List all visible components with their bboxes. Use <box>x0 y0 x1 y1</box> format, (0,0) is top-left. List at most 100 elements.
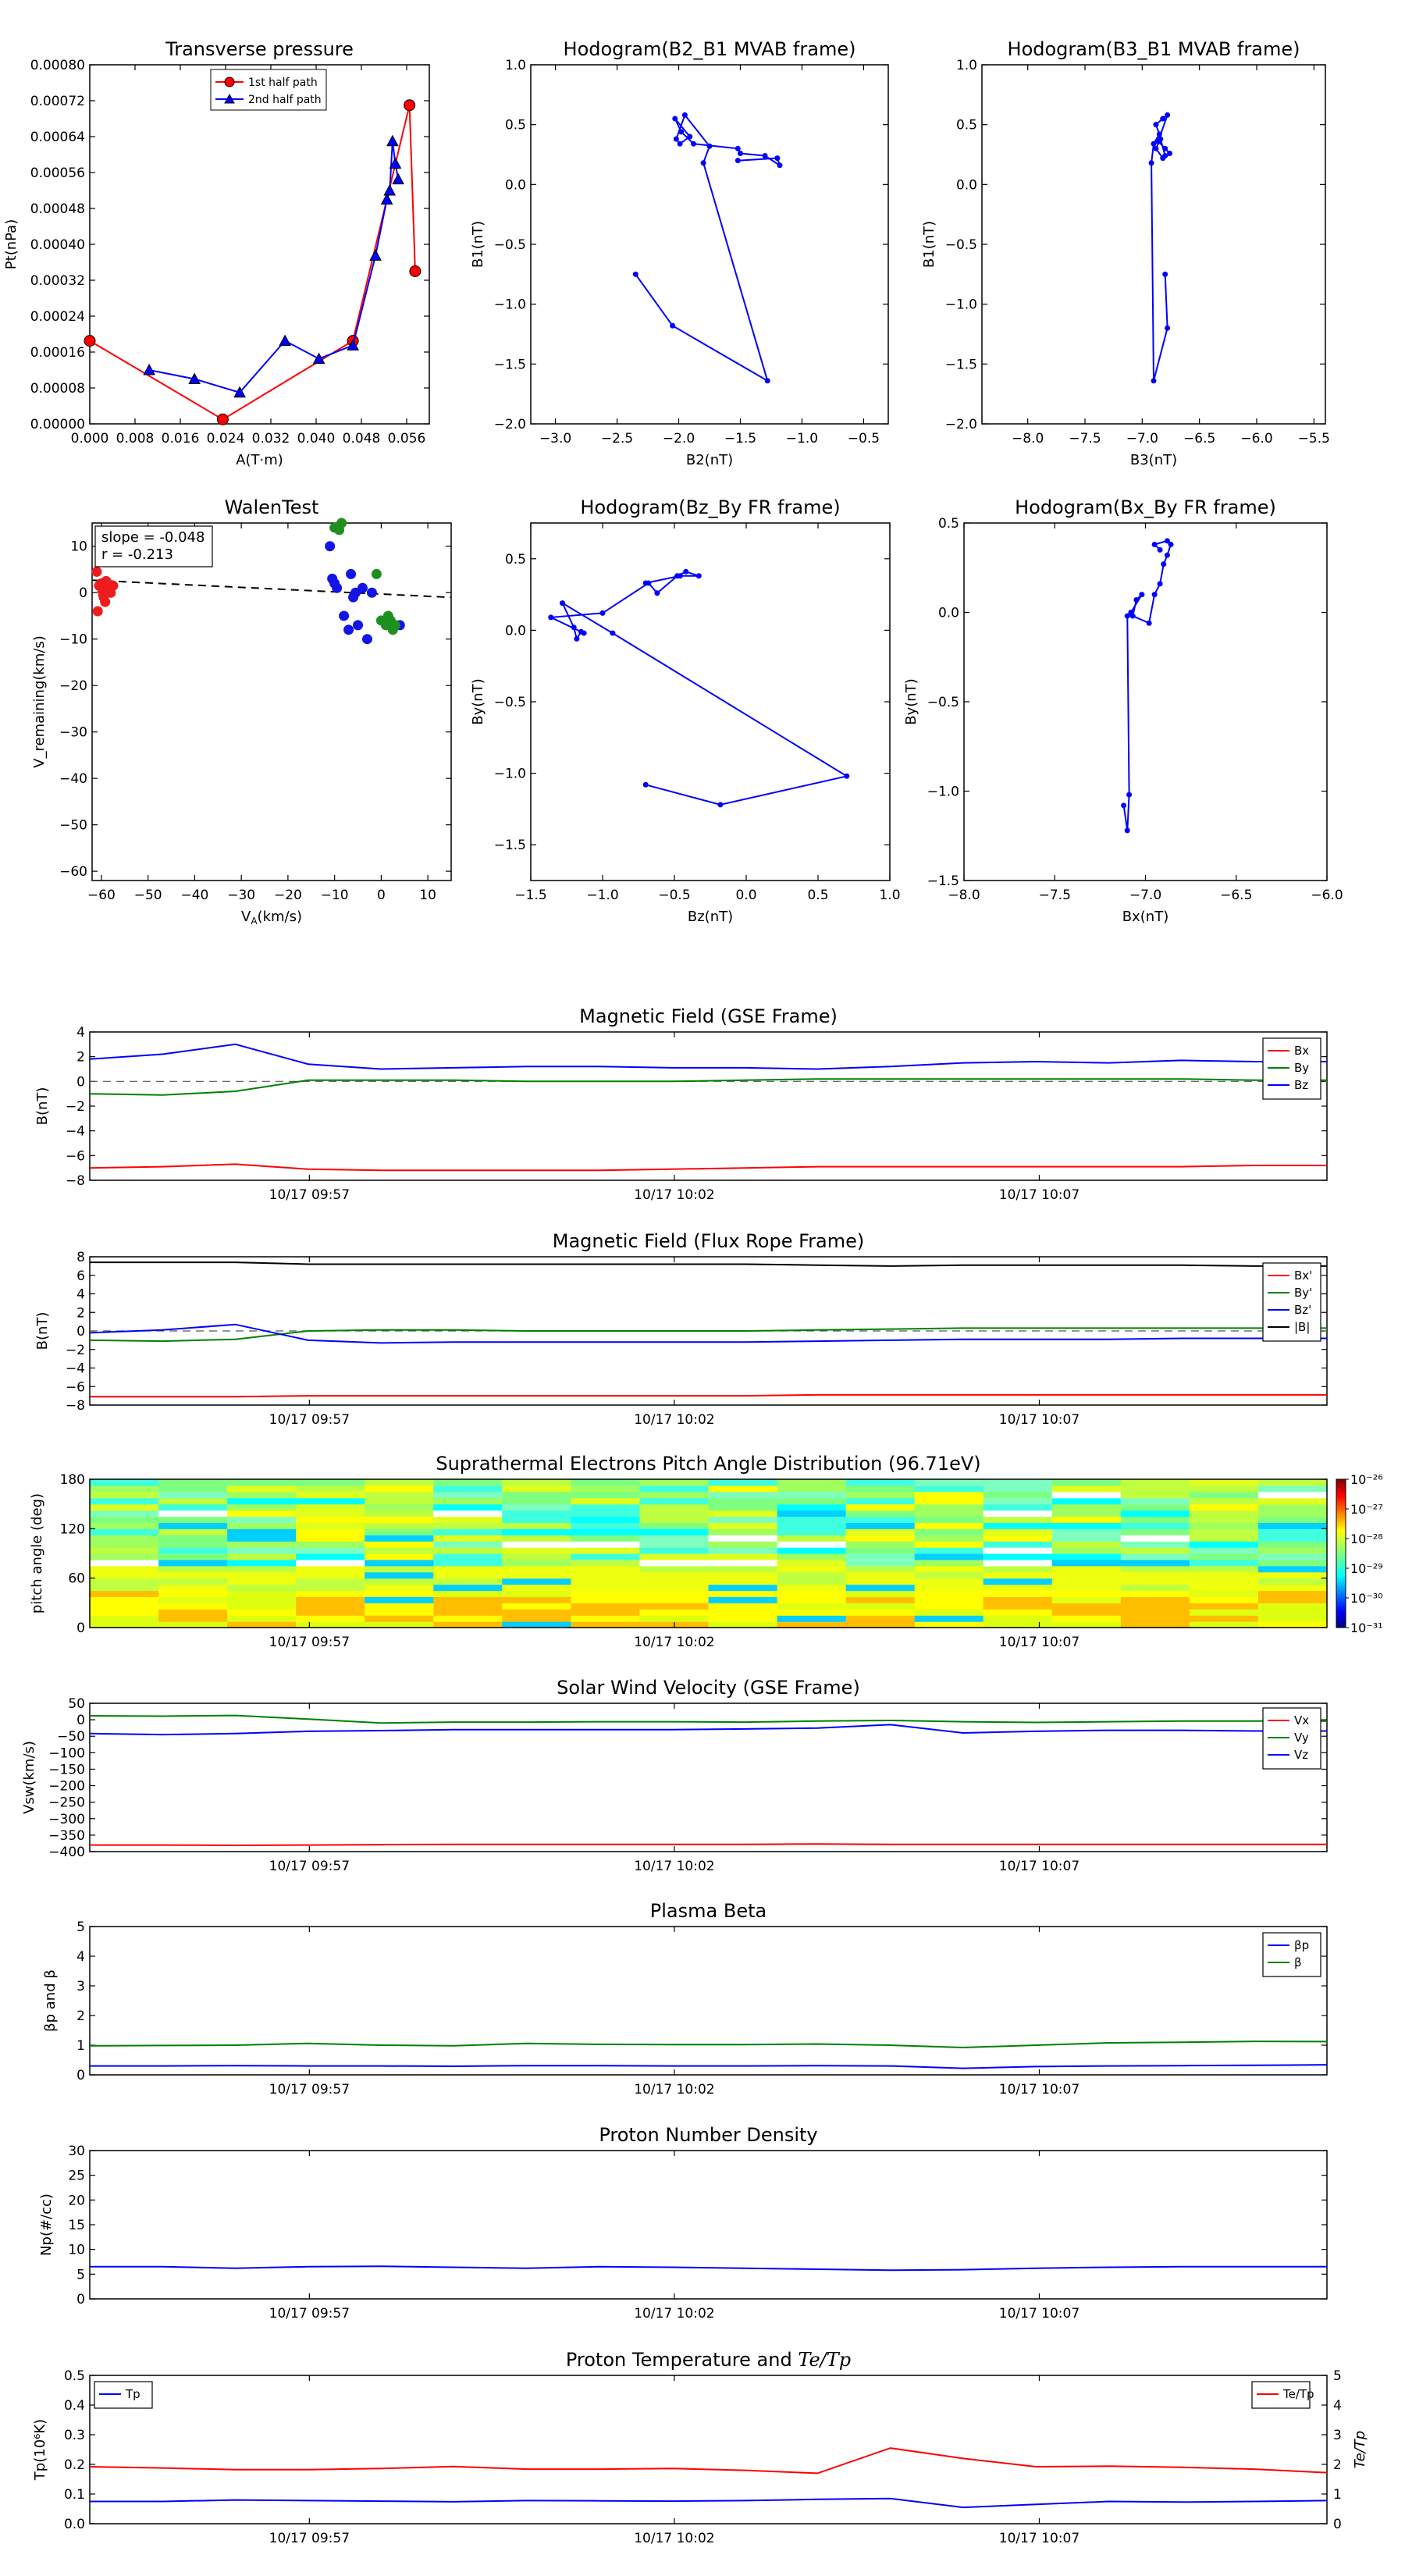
mag_fr-time-label: 10/17 10:02 <box>634 1412 714 1428</box>
hodo_bxby-chart: Hodogram(Bx_By FR frame) −8.0 −7.5 −7.0 −6.5… <box>903 496 1343 925</box>
hodo_bxby-ytick-label: −1.0 <box>927 785 959 800</box>
pitch-cell <box>1257 1565 1328 1573</box>
walen-point <box>346 568 357 579</box>
mag_fr-series-|B| <box>90 1261 1327 1267</box>
pitch-cell <box>90 1578 159 1585</box>
transverse-triangle-marker <box>312 352 325 365</box>
pitch-cell <box>1120 1621 1190 1628</box>
vsw-ytick-label: −250 <box>48 1795 85 1811</box>
transverse-ytick-label: 0.00008 <box>30 381 85 397</box>
pitch-cell <box>227 1510 297 1517</box>
pitch-cell <box>296 1565 365 1573</box>
pitch-cell <box>1257 1503 1328 1511</box>
walen-ytick-label: −40 <box>59 771 87 787</box>
density-series-Np <box>90 2265 1327 2272</box>
pitch-cell <box>708 1497 778 1505</box>
hodo_bzby-ytick-label: −0.5 <box>494 695 526 710</box>
hodo_bzby-point <box>599 610 606 616</box>
hodo_bzby-title: Hodogram(Bz_By FR frame) <box>580 496 840 518</box>
beta-series-β <box>89 2041 1328 2049</box>
pitch-cell <box>777 1485 847 1493</box>
pitch-cell <box>502 1615 571 1622</box>
pitch-cell <box>914 1516 984 1523</box>
pitch-cell <box>1189 1510 1259 1517</box>
pitch-cell <box>1120 1584 1190 1592</box>
hodo_b2b1-ytick-label: −2.0 <box>494 417 526 432</box>
pitch-cell <box>708 1541 778 1548</box>
pitch-cell <box>227 1547 297 1554</box>
pitch-cell <box>433 1603 503 1610</box>
pitch-cell <box>983 1503 1053 1511</box>
pitch-cell <box>983 1578 1053 1585</box>
hodo_bzby-ytick-label: −1.0 <box>494 767 526 782</box>
pitch-cell <box>365 1571 434 1579</box>
pitch-cell <box>777 1522 847 1529</box>
pitch-cell <box>1120 1479 1190 1486</box>
pitch-cell <box>433 1553 503 1560</box>
vsw-ytick-label: −200 <box>48 1779 85 1795</box>
pitch-cell <box>90 1596 159 1603</box>
pitch-cell <box>845 1491 916 1499</box>
pitch-cell <box>639 1510 710 1517</box>
pitch-cell <box>639 1541 710 1548</box>
hodo_bxby-xtick-label: −7.5 <box>1039 888 1071 903</box>
hodo_bzby-xtick-label: 1.0 <box>879 888 900 903</box>
pitch-cell <box>365 1535 434 1542</box>
pitch-cell <box>502 1596 571 1603</box>
pitch-cell <box>639 1615 710 1622</box>
hodo_b3b1-xtick-label: −6.5 <box>1183 431 1215 447</box>
pitch-cell <box>1189 1590 1259 1597</box>
hodo_bzby-point <box>642 781 649 788</box>
mag_fr-time-label: 10/17 09:57 <box>269 1412 350 1428</box>
pitch-cell <box>571 1479 641 1486</box>
walen-point <box>91 566 102 577</box>
pitch-cell <box>708 1528 778 1535</box>
temp-title: Proton Temperature and Te/Tp <box>566 2349 851 2371</box>
pitch-cell <box>914 1535 984 1542</box>
pitch-cell <box>1189 1621 1259 1628</box>
walen-xlabel: VA(km/s) <box>241 909 302 927</box>
pitch-cell <box>227 1503 297 1511</box>
pitch-cell <box>571 1528 641 1535</box>
pitch-cell <box>90 1535 159 1542</box>
mag_fr-title: Magnetic Field (Flux Rope Frame) <box>553 1230 864 1252</box>
mag_gse-ytick-label: −6 <box>66 1148 85 1164</box>
density-frame <box>89 2150 1328 2300</box>
pitch-cell <box>1051 1565 1122 1573</box>
pitch-cell <box>90 1497 159 1505</box>
walen-point <box>332 582 343 593</box>
pitch-cell <box>502 1503 571 1511</box>
pitch-cell <box>1051 1615 1122 1622</box>
pitch-cell <box>365 1522 434 1529</box>
hodo_b2b1-ytick-label: −0.5 <box>494 237 526 253</box>
hodo_bzby-point <box>683 568 689 575</box>
beta-ytick-label: 2 <box>76 2008 85 2024</box>
transverse-ytick-label: 0.00016 <box>30 345 85 361</box>
pitch-cell <box>571 1522 641 1529</box>
pitch-cell <box>914 1578 984 1585</box>
hodo_b2b1-point <box>632 271 638 277</box>
walen-point <box>357 582 368 593</box>
pitch-cell <box>365 1559 434 1567</box>
pitch-cell <box>365 1584 434 1592</box>
hodo_b2b1-xtick-label: −0.5 <box>848 431 880 447</box>
mag_gse-series-By <box>89 1078 1327 1096</box>
pitch-cell <box>571 1603 641 1610</box>
pitch-cell <box>90 1609 159 1616</box>
pitch-cell <box>1120 1497 1190 1505</box>
pitch-cell <box>777 1609 847 1616</box>
pitch-cell <box>639 1522 710 1529</box>
mag_fr-ytick-label: −6 <box>66 1379 85 1395</box>
walen-point <box>371 568 382 579</box>
walen-title: WalenTest <box>225 496 319 518</box>
pitch-cell <box>845 1565 916 1573</box>
hodo_b2b1-point <box>681 112 688 118</box>
walen-point <box>361 634 372 645</box>
pitch-cell <box>1120 1503 1190 1511</box>
pitch-cell <box>983 1522 1053 1529</box>
vsw-time-label: 10/17 10:02 <box>634 1859 714 1874</box>
density-time-label: 10/17 09:57 <box>269 2306 350 2322</box>
pitch-cell <box>1189 1497 1259 1505</box>
pitch-cell <box>1257 1609 1328 1616</box>
density-time-label: 10/17 10:07 <box>999 2306 1080 2322</box>
